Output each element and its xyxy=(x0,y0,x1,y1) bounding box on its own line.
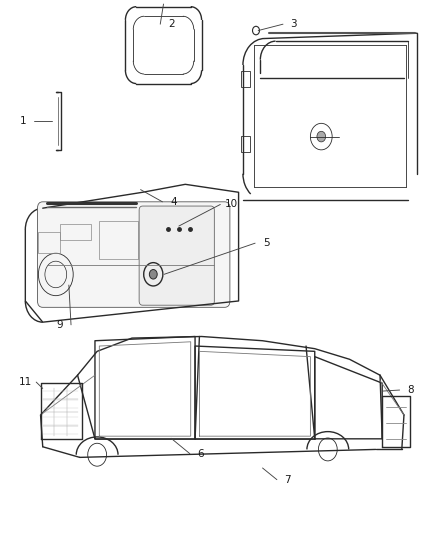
Circle shape xyxy=(149,270,157,279)
Bar xyxy=(241,136,251,151)
Text: 11: 11 xyxy=(19,377,32,387)
Text: 7: 7 xyxy=(284,475,291,484)
Bar xyxy=(241,71,251,87)
FancyBboxPatch shape xyxy=(38,202,230,308)
Bar xyxy=(99,221,138,259)
Text: 3: 3 xyxy=(290,19,297,29)
Text: 5: 5 xyxy=(263,238,269,248)
Text: 1: 1 xyxy=(20,116,26,126)
Text: 2: 2 xyxy=(168,19,174,29)
Text: 6: 6 xyxy=(198,449,204,459)
Text: 9: 9 xyxy=(57,320,64,330)
FancyBboxPatch shape xyxy=(139,206,214,305)
Text: 4: 4 xyxy=(170,197,177,207)
Bar xyxy=(147,227,173,269)
Text: 10: 10 xyxy=(225,199,238,209)
Text: 8: 8 xyxy=(407,385,414,395)
Bar xyxy=(60,224,91,240)
Circle shape xyxy=(317,131,325,142)
Bar xyxy=(39,232,60,253)
